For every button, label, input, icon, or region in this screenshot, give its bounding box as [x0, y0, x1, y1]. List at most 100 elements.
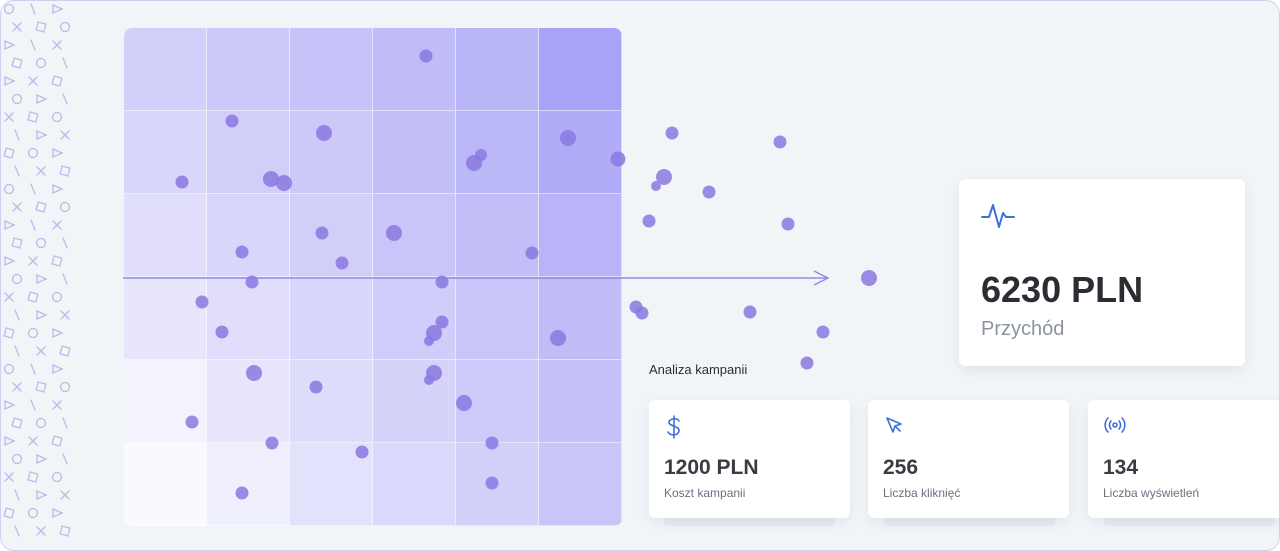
- deco-shape: [52, 3, 64, 15]
- cursor-icon: [884, 415, 904, 440]
- deco-shape: [51, 255, 63, 267]
- deco-shape: [59, 345, 71, 357]
- deco-shape: [28, 436, 38, 446]
- scatter-dot: [743, 305, 757, 319]
- revenue-label: Przychód: [981, 318, 1065, 340]
- deco-shape: [36, 166, 46, 176]
- deco-shape: [62, 57, 68, 69]
- deco-shape: [27, 471, 39, 483]
- deco-shape: [27, 147, 39, 159]
- deco-shape: [11, 417, 23, 429]
- deco-shape: [28, 76, 38, 86]
- stat-value: 1200 PLN: [664, 456, 759, 479]
- deco-shape: [27, 327, 39, 339]
- deco-shape: [36, 129, 48, 141]
- deco-shape: [14, 489, 20, 501]
- deco-shape: [11, 273, 23, 285]
- deco-shape: [59, 201, 71, 213]
- heatmap-cell: [539, 277, 622, 360]
- deco-shape: [36, 489, 48, 501]
- deco-shape: [35, 417, 47, 429]
- heatmap-cell: [456, 194, 539, 277]
- stat-label: Liczba kliknięć: [883, 486, 961, 500]
- stat-label: Koszt kampanii: [664, 486, 746, 500]
- deco-shape: [4, 112, 14, 122]
- deco-shape: [27, 291, 39, 303]
- heatmap-cell: [290, 194, 373, 277]
- heatmap-cell: [456, 443, 539, 526]
- heatmap-cell: [290, 360, 373, 443]
- heatmap-cell: [207, 443, 290, 526]
- deco-shape: [14, 165, 20, 177]
- deco-shape: [12, 22, 22, 32]
- stat-card-cost: 1200 PLN Koszt kampanii: [649, 400, 850, 518]
- deco-shape: [60, 490, 70, 500]
- revenue-card: 6230 PLN Przychód: [959, 179, 1245, 366]
- heatmap-cell: [539, 194, 622, 277]
- heatmap-cell: [373, 443, 456, 526]
- heatmap-cell: [290, 277, 373, 360]
- deco-shape: [27, 507, 39, 519]
- deco-shape: [62, 237, 68, 249]
- heatmap-cell: [207, 28, 290, 111]
- deco-shape: [62, 273, 68, 285]
- deco-shape: [35, 57, 47, 69]
- deco-shape: [36, 309, 48, 321]
- heatmap-cell: [539, 443, 622, 526]
- deco-shape: [62, 453, 68, 465]
- heatmap-cell: [539, 360, 622, 443]
- heatmap-cell: [456, 277, 539, 360]
- deco-shape: [51, 75, 63, 87]
- scatter-dot: [773, 135, 787, 149]
- stat-card-clicks: 256 Liczba kliknięć: [868, 400, 1069, 518]
- deco-shape: [4, 472, 14, 482]
- heatmap-cell: [207, 360, 290, 443]
- deco-shape: [11, 237, 23, 249]
- deco-shape: [4, 219, 16, 231]
- broadcast-icon: [1104, 415, 1126, 440]
- deco-shape: [52, 400, 62, 410]
- campaign-section-title: Analiza kampanii: [649, 362, 748, 377]
- heatmap-cell: [207, 111, 290, 194]
- stat-value: 134: [1103, 456, 1139, 479]
- deco-shape: [52, 220, 62, 230]
- scatter-dot: [800, 356, 814, 370]
- stat-label: Liczba wyświetleń: [1103, 486, 1200, 500]
- scatter-dot: [665, 126, 679, 140]
- heatmap-cell: [373, 28, 456, 111]
- deco-shape: [30, 399, 36, 411]
- deco-shape: [4, 435, 16, 447]
- deco-shape: [35, 201, 47, 213]
- deco-shape: [35, 381, 47, 393]
- heatmap-cell: [207, 194, 290, 277]
- deco-shape: [4, 75, 16, 87]
- deco-shape: [59, 165, 71, 177]
- deco-shape: [59, 381, 71, 393]
- heatmap-cell: [373, 111, 456, 194]
- deco-shape: [30, 183, 36, 195]
- heatmap-cell: [124, 360, 207, 443]
- heatmap-cell: [373, 194, 456, 277]
- heatmap-cell: [539, 111, 622, 194]
- heatmap-cell: [373, 360, 456, 443]
- heatmap-cell: [456, 360, 539, 443]
- heatmap-cell: [124, 277, 207, 360]
- heatmap-cell: [207, 277, 290, 360]
- arrow-head: [813, 270, 830, 286]
- deco-shape: [36, 453, 48, 465]
- deco-shape: [3, 507, 15, 519]
- heatmap-cell: [290, 443, 373, 526]
- deco-shape: [11, 57, 23, 69]
- deco-shape: [36, 346, 46, 356]
- deco-shape: [11, 93, 23, 105]
- deco-shape: [4, 39, 16, 51]
- scatter-dot: [642, 214, 656, 228]
- scatter-dot: [702, 185, 716, 199]
- deco-shape: [4, 399, 16, 411]
- deco-shape: [28, 256, 38, 266]
- deco-shape: [52, 40, 62, 50]
- deco-shape: [36, 273, 48, 285]
- deco-shape: [4, 255, 16, 267]
- deco-shape: [14, 525, 20, 537]
